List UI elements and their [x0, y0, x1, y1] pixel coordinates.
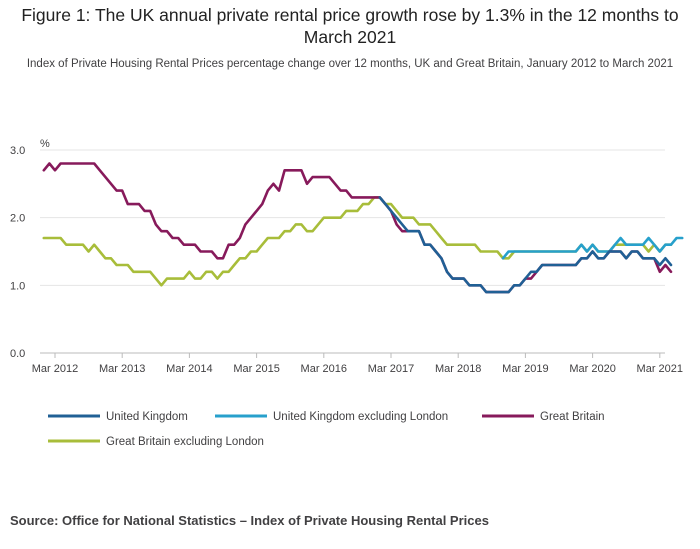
- y-tick-label: 3.0: [10, 145, 25, 157]
- gridlines: 0.0 1.0 2.0 3.0: [10, 145, 665, 360]
- chart-title: Figure 1: The UK annual private rental p…: [21, 5, 679, 47]
- y-tick-label: 2.0: [10, 213, 25, 225]
- series-line-united-kingdom-excluding-london: [501, 236, 684, 260]
- y-tick-label: 0.0: [10, 348, 25, 360]
- chart-subtitle: Index of Private Housing Rental Prices p…: [26, 58, 674, 70]
- legend-label: United Kingdom excluding London: [273, 411, 448, 423]
- x-tick-label: Mar 2021: [637, 363, 683, 375]
- axes: % Mar 2012 Mar 2013 Mar 2014 Mar 2015 Mar 20…: [32, 138, 683, 375]
- x-tick-label: Mar 2013: [99, 363, 145, 375]
- x-tick-label: Mar 2014: [166, 363, 212, 375]
- y-unit-label: %: [40, 138, 50, 150]
- source-note: Source: Office for National Statistics –…: [10, 513, 489, 528]
- series-lines: [42, 162, 684, 294]
- x-tick-label: Mar 2018: [435, 363, 481, 375]
- y-tick-label: 1.0: [10, 280, 25, 292]
- x-tick-label: Mar 2012: [32, 363, 78, 375]
- x-tick-label: Mar 2016: [301, 363, 347, 375]
- x-tick-label: Mar 2017: [368, 363, 414, 375]
- x-tick-label: Mar 2019: [502, 363, 548, 375]
- legend-label: Great Britain excluding London: [106, 436, 264, 448]
- series-line-united-kingdom: [378, 196, 673, 294]
- x-tick-label: Mar 2015: [233, 363, 279, 375]
- legend-label: United Kingdom: [106, 411, 188, 423]
- x-tick-label: Mar 2020: [569, 363, 615, 375]
- series-line-great-britain-excluding-london: [42, 196, 673, 287]
- legend-label: Great Britain: [540, 411, 605, 423]
- legend: United Kingdom United Kingdom excluding L…: [48, 411, 605, 448]
